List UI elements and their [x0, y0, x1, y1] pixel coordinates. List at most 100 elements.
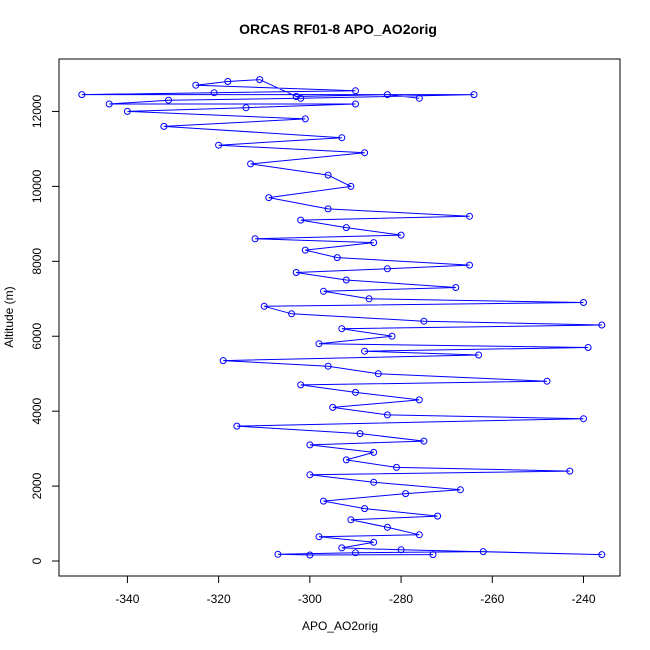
data-point	[329, 403, 337, 411]
data-point	[361, 505, 369, 513]
data-point	[219, 357, 227, 365]
data-point	[365, 295, 373, 303]
data-point	[420, 317, 428, 325]
data-point	[320, 497, 327, 505]
data-point	[123, 107, 131, 115]
data-point	[470, 91, 478, 99]
data-point	[456, 486, 464, 494]
data-point	[352, 87, 359, 95]
data-point	[233, 422, 241, 430]
data-point	[361, 149, 369, 157]
data-point	[297, 381, 305, 389]
x-axis-label: APO_AO2orig	[302, 619, 378, 633]
data-point	[479, 548, 487, 556]
data-point	[315, 340, 323, 348]
data-point	[165, 96, 172, 104]
x-tick-label: -300	[298, 592, 322, 606]
data-point	[338, 544, 346, 552]
data-point	[306, 441, 314, 449]
data-point	[160, 122, 168, 130]
data-point	[260, 302, 268, 310]
data-point	[584, 344, 592, 351]
data-point	[397, 546, 405, 554]
data-point	[383, 91, 391, 99]
data-point	[543, 377, 551, 385]
data-point	[415, 396, 423, 404]
data-point	[292, 93, 300, 100]
data-point	[580, 415, 587, 423]
data-point	[598, 321, 606, 329]
data-point	[466, 261, 473, 269]
data-point	[242, 104, 250, 112]
y-tick-label: 0	[30, 557, 44, 564]
data-point	[301, 115, 309, 123]
data-point	[292, 269, 300, 276]
x-tick-label: -240	[571, 592, 595, 606]
data-point	[78, 91, 86, 99]
data-point	[402, 490, 410, 498]
data-point	[374, 370, 382, 378]
data-point	[347, 182, 355, 190]
data-point	[192, 81, 200, 89]
data-point	[274, 550, 282, 558]
data-point	[383, 265, 391, 273]
series-line	[81, 79, 602, 556]
data-point	[566, 467, 574, 475]
data-point	[315, 533, 323, 541]
data-point	[333, 254, 341, 262]
data-point	[352, 388, 359, 396]
data-point	[434, 512, 442, 520]
data-point	[420, 437, 428, 445]
y-tick-label: 12000	[30, 94, 44, 128]
data-point	[342, 456, 350, 464]
x-tick-label: -260	[480, 592, 504, 606]
data-point	[301, 246, 309, 254]
data-point	[388, 332, 396, 340]
data-point	[215, 141, 223, 149]
data-point	[415, 94, 423, 102]
data-point	[383, 523, 391, 531]
data-point	[352, 549, 359, 557]
y-tick-label: 8000	[30, 248, 44, 275]
data-point	[370, 239, 378, 247]
data-point	[452, 284, 460, 291]
series-layer	[78, 76, 606, 559]
data-point	[324, 171, 332, 179]
data-point	[247, 160, 255, 168]
data-point	[306, 551, 314, 559]
data-point	[475, 351, 483, 359]
y-axis-label: Altitude (m)	[2, 286, 16, 347]
data-point	[370, 478, 378, 486]
data-point	[210, 89, 218, 97]
data-point	[320, 287, 327, 295]
data-point	[347, 516, 355, 524]
data-point	[342, 224, 350, 232]
data-point	[342, 276, 350, 284]
y-tick-label: 2000	[30, 472, 44, 499]
data-point	[306, 471, 314, 479]
y-axis-ticks: 0 2000 4000 6000 8000 10000 12000	[30, 94, 59, 564]
y-tick-label: 6000	[30, 323, 44, 350]
data-point	[429, 551, 437, 559]
data-point	[338, 134, 346, 142]
data-point	[393, 463, 400, 471]
data-point	[324, 362, 332, 370]
data-point	[415, 531, 423, 539]
data-point	[297, 216, 305, 224]
data-point	[105, 100, 113, 108]
data-point	[466, 212, 473, 220]
data-point	[598, 551, 606, 559]
data-point	[397, 231, 405, 239]
y-tick-label: 4000	[30, 397, 44, 424]
data-point	[361, 347, 369, 355]
data-point	[256, 76, 264, 84]
x-axis-ticks: -340 -320 -300 -280 -260 -240	[115, 576, 596, 606]
data-point	[265, 194, 273, 202]
data-point	[370, 448, 378, 456]
chart-title: ORCAS RF01-8 APO_AO2orig	[239, 21, 437, 37]
data-point	[356, 430, 364, 438]
data-point	[370, 538, 378, 546]
data-point	[297, 94, 305, 102]
data-point	[288, 310, 296, 318]
